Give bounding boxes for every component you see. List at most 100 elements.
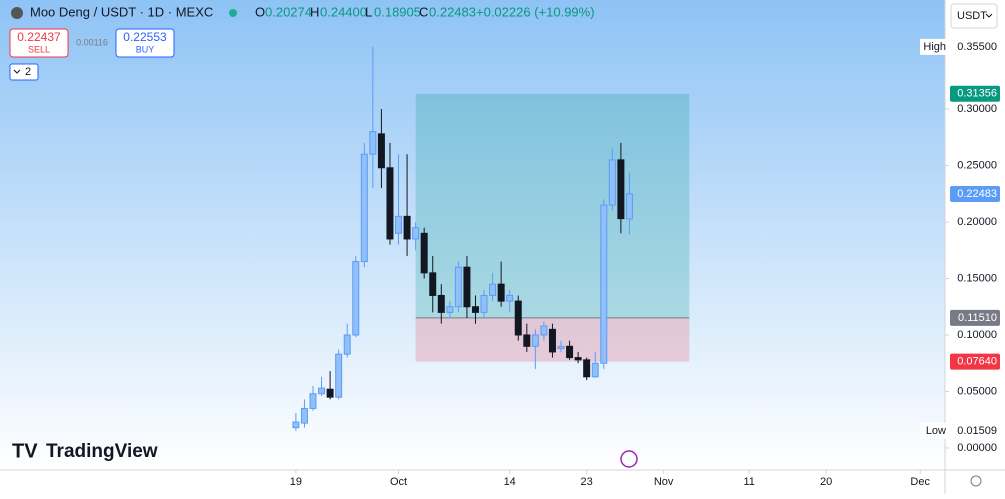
candle-body <box>472 306 479 313</box>
candle-body <box>523 334 531 347</box>
y-tick-label: 0.25000 <box>957 159 997 171</box>
x-tick-label: 19 <box>290 476 302 488</box>
price-label: 0.01509 <box>957 425 997 437</box>
logo-mark: TV <box>12 440 38 462</box>
candle-body <box>514 300 522 336</box>
candle-body <box>309 393 317 409</box>
price-label-name: Low <box>926 425 946 437</box>
candle-body <box>335 353 343 398</box>
price-label-box <box>950 309 1000 326</box>
y-tick-label: 0.15000 <box>957 272 997 284</box>
price-label-box <box>950 38 1000 55</box>
candle-body <box>531 334 539 347</box>
buy-price[interactable]: 0.22553 <box>123 30 167 44</box>
ohlc-value: 0.22483 <box>429 4 476 19</box>
candle-body <box>420 232 428 274</box>
x-tick-label: Nov <box>654 476 674 488</box>
x-tick-label: Oct <box>390 476 407 488</box>
price-label: 0.35500 <box>957 41 997 53</box>
ohlc-key: L <box>365 4 372 19</box>
candle-body <box>326 388 334 398</box>
candle-body <box>617 159 625 220</box>
x-tick-label: 20 <box>820 476 832 488</box>
candle-body <box>412 227 420 240</box>
x-tick-label: Dec <box>910 476 930 488</box>
price-label: 0.22483 <box>957 188 997 200</box>
change: +0.02226 (+10.99%) <box>476 4 595 19</box>
candle-body <box>608 159 616 206</box>
ohlc-key: C <box>419 4 428 19</box>
settings-icon[interactable] <box>970 475 982 487</box>
indicators-toggle[interactable] <box>9 63 39 81</box>
candle-body <box>506 294 514 302</box>
symbol-icon <box>11 7 23 19</box>
buy-button[interactable] <box>115 28 175 58</box>
price-label-box <box>950 85 1000 102</box>
sell-price[interactable]: 0.22437 <box>17 30 61 44</box>
chevron <box>13 69 21 74</box>
candle-body <box>574 357 582 361</box>
logo: TradingView <box>46 441 158 462</box>
y-tick-label: 0.20000 <box>957 216 997 228</box>
candle-body <box>548 328 556 353</box>
candle-body <box>625 193 633 220</box>
candle-body <box>446 306 454 313</box>
buy-label[interactable]: BUY <box>136 44 155 54</box>
spread: 0.00116 <box>76 37 108 47</box>
y-tick-label: 0.05000 <box>957 385 997 397</box>
currency[interactable]: USDT <box>957 10 987 22</box>
candle-body <box>395 215 403 234</box>
candle-body <box>480 294 488 313</box>
y-tick-label: 0.10000 <box>957 329 997 341</box>
candle-body <box>497 283 505 302</box>
candle-body <box>454 266 462 308</box>
currency-select[interactable] <box>950 3 998 29</box>
candle-body <box>600 204 608 364</box>
price-label: 0.31356 <box>957 88 997 100</box>
y-tick-label: 0.00000 <box>957 442 997 454</box>
price-label-name-box <box>920 422 948 439</box>
candle-body <box>566 345 574 359</box>
price-label-name-box <box>920 38 948 55</box>
ohlc-key: O <box>255 4 265 19</box>
ohlc-key: H <box>310 4 319 19</box>
candle-body <box>343 334 351 355</box>
candle-body <box>300 407 308 424</box>
ohlc-value: 0.24400 <box>320 4 367 19</box>
ohlc-value: 0.20274 <box>265 4 312 19</box>
candle-body <box>369 131 377 155</box>
indicators-count[interactable]: 2 <box>25 66 31 78</box>
candle-body <box>377 133 385 169</box>
price-label-box <box>950 185 1000 202</box>
x-tick-label: 23 <box>581 476 593 488</box>
candle-body <box>437 294 445 313</box>
candle-body <box>540 325 548 336</box>
price-label-name: High <box>923 41 946 53</box>
candle-body <box>429 272 437 296</box>
event-icon[interactable] <box>620 450 638 468</box>
candle-body <box>386 167 394 240</box>
candle-body <box>463 266 471 308</box>
price-label: 0.07640 <box>957 356 997 368</box>
price-label-box <box>950 353 1000 370</box>
candle-body <box>352 261 360 336</box>
sell-label[interactable]: SELL <box>28 44 50 54</box>
candle-body <box>360 153 368 263</box>
candle-body <box>489 283 497 296</box>
x-tick-label: 11 <box>743 476 754 488</box>
price-label-box <box>950 422 1000 439</box>
candle-body <box>403 215 411 240</box>
candle-body <box>318 387 326 395</box>
chevron <box>985 13 993 18</box>
status-dot <box>229 9 237 17</box>
ohlc-value: 0.18905 <box>374 4 421 19</box>
symbol: Moo Deng / USDT · 1D · MEXC <box>30 4 213 19</box>
candle-body <box>292 421 300 429</box>
price-label: 0.11510 <box>958 312 997 324</box>
plot-background <box>0 0 945 470</box>
sell-button[interactable] <box>9 28 69 58</box>
candle-body <box>557 345 565 350</box>
x-tick-label: 14 <box>504 476 516 488</box>
candle-body <box>583 359 591 378</box>
